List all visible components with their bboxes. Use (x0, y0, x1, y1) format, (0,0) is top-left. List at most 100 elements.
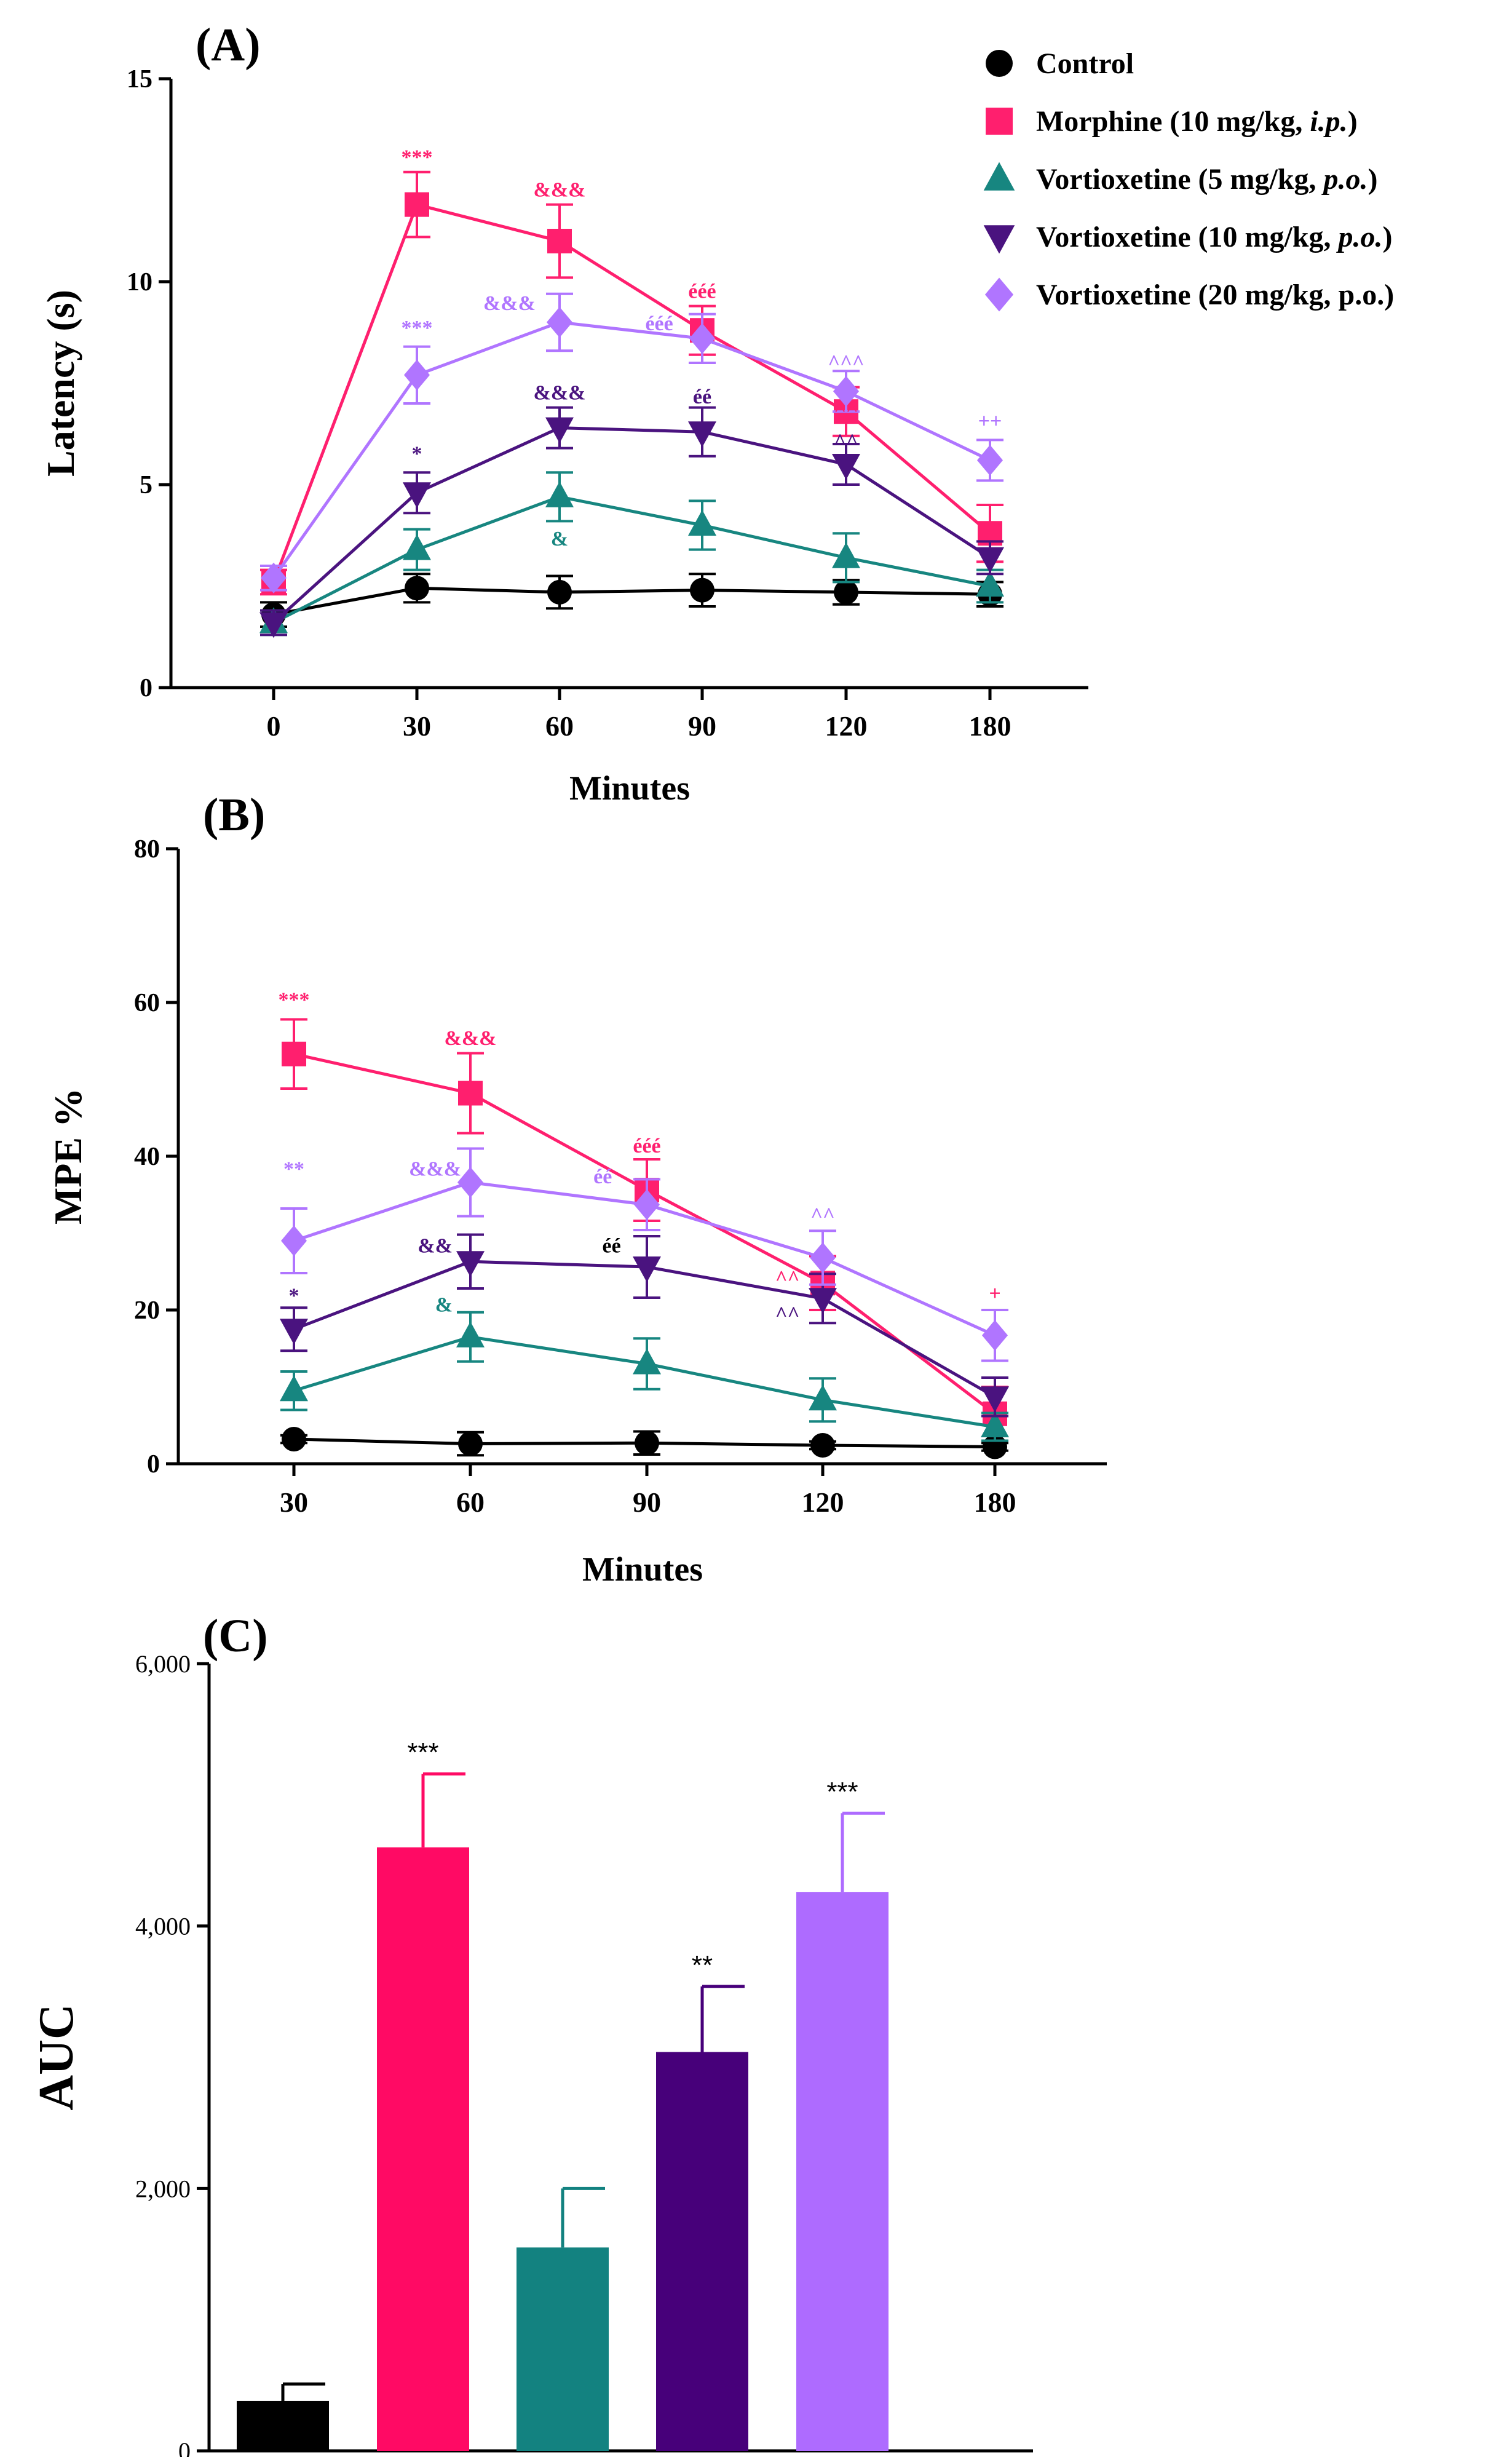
data-point (456, 1321, 485, 1348)
data-point (280, 1375, 308, 1402)
data-point (834, 579, 858, 605)
significance-mark: *** (279, 988, 310, 1011)
significance-mark: &&& (483, 292, 536, 315)
legend-label: Control (1036, 47, 1134, 80)
bar (517, 2247, 609, 2451)
y-tick-label: 2,000 (135, 2175, 191, 2202)
data-point (832, 542, 860, 568)
significance-mark: *** (826, 1777, 858, 1807)
legend-item: Vortioxetine (5 mg/kg, p.o.) (983, 162, 1378, 196)
legend-item: Control (986, 47, 1134, 80)
bar (656, 2052, 748, 2451)
significance-mark: *** (402, 146, 433, 169)
legend-item: Vortioxetine (20 mg/kg, p.o.) (984, 277, 1394, 312)
significance-mark: ^^ (834, 398, 858, 421)
bar (377, 1847, 469, 2451)
y-tick-label: 20 (134, 1296, 160, 1325)
y-tick-label: 80 (134, 835, 160, 863)
series-line (272, 320, 991, 579)
significance-mark: ^^ (834, 431, 858, 453)
data-point (688, 421, 716, 448)
significance-mark: &&& (409, 1157, 461, 1180)
data-point (810, 1433, 835, 1458)
chart-a: 0 5 10 15 0 30 60 90 120 180 Minutes Latency (s) (A)… (39, 19, 1088, 808)
significance-mark: ^^ (810, 1204, 835, 1226)
x-tick-label: 180 (969, 710, 1011, 742)
y-tick-label: 0 (140, 674, 152, 702)
panel-label: (C) (203, 1610, 268, 1662)
legend-item: Vortioxetine (10 mg/kg, p.o.) (983, 221, 1393, 254)
panel-label: (B) (203, 789, 265, 841)
significance-mark: * (289, 1285, 299, 1308)
data-point (633, 1348, 661, 1375)
significance-mark: && (418, 1234, 453, 1257)
y-tick-label: 0 (147, 1450, 160, 1479)
legend-label: Vortioxetine (10 mg/kg, p.o.) (1036, 221, 1393, 253)
legend-marker (984, 277, 1014, 312)
significance-mark: ^^ (775, 1303, 800, 1326)
series-2 (259, 471, 1004, 637)
data-point (545, 481, 574, 507)
significance-mark: ** (283, 1157, 304, 1180)
significance-mark: ééé (633, 1135, 660, 1157)
data-point (809, 1288, 837, 1314)
x-tick-label: 120 (802, 1487, 844, 1518)
significance-mark: *** (402, 317, 433, 339)
data-point (545, 417, 574, 443)
data-point (981, 1411, 1009, 1437)
data-point (403, 482, 431, 509)
data-point (282, 1427, 306, 1451)
y-tick-label: 60 (134, 989, 160, 1017)
x-tick-label: 90 (688, 710, 716, 742)
data-point (976, 547, 1004, 573)
significance-mark: ^^ (775, 1267, 800, 1290)
x-tick-label: 90 (633, 1487, 661, 1518)
data-point (833, 376, 859, 407)
data-point (405, 192, 429, 217)
x-tick-label: 180 (974, 1487, 1016, 1518)
significance-mark: &&& (534, 381, 586, 404)
data-point (458, 1081, 483, 1106)
data-point (282, 1041, 306, 1066)
data-point (977, 445, 1003, 476)
data-point (690, 578, 714, 603)
data-point (635, 1431, 659, 1456)
significance-mark: ééé (688, 280, 716, 303)
series-3 (259, 406, 1004, 638)
x-tick-label: 0 (267, 710, 281, 742)
significance-mark: * (412, 442, 422, 465)
series-line (293, 1335, 995, 1429)
series-line (272, 202, 991, 583)
x-axis-label: Minutes (582, 1550, 703, 1589)
significance-mark: &&& (534, 178, 586, 201)
significance-mark: & (435, 1294, 453, 1317)
y-axis-label: Latency (s) (39, 290, 82, 477)
significance-mark: *** (407, 1737, 438, 1768)
data-point (458, 1431, 483, 1456)
legend-label: Vortioxetine (5 mg/kg, p.o.) (1036, 163, 1378, 196)
data-point (832, 454, 860, 480)
significance-mark: éé (693, 386, 711, 408)
data-point (547, 579, 572, 605)
legend-item: Morphine (10 mg/kg, i.p.) (986, 105, 1358, 138)
series-line (273, 586, 991, 616)
data-point (689, 323, 715, 354)
series-0 (280, 1427, 1008, 1459)
legend-marker (983, 225, 1015, 254)
significance-mark: & (551, 528, 568, 550)
y-tick-label: 0 (178, 2437, 191, 2457)
x-tick-label: 30 (280, 1487, 308, 1518)
x-tick-label: 120 (825, 710, 868, 742)
bar (237, 2400, 329, 2451)
significance-mark: éé (593, 1165, 612, 1188)
y-tick-label: 6,000 (135, 1650, 191, 1678)
y-axis-label: AUC (30, 2004, 84, 2110)
y-axis-label: MPE % (46, 1088, 90, 1225)
data-point (547, 229, 572, 253)
data-point (280, 1319, 308, 1345)
x-tick-label: 60 (456, 1487, 485, 1518)
series-1 (260, 170, 1003, 596)
series-3 (280, 1233, 1009, 1418)
legend-marker (986, 50, 1013, 77)
